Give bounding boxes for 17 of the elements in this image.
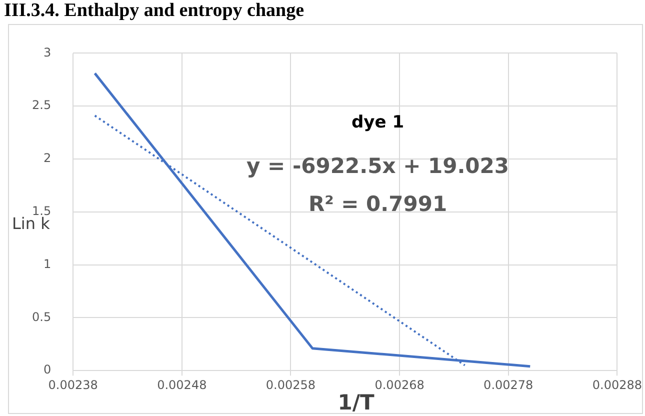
chart-title: III.3.4. Enthalpy and entropy change <box>3 0 306 22</box>
y-tick-label: 2 <box>43 151 52 166</box>
x-tick-label: 0.00248 <box>157 378 207 392</box>
x-axis-title: 1/T <box>338 390 375 414</box>
x-tick-label: 0.00288 <box>592 378 642 392</box>
y-tick-label: 0.5 <box>32 310 52 324</box>
annotation: y = -6922.5x + 19.023 <box>246 154 510 178</box>
x-tick-label: 0.00238 <box>48 378 98 392</box>
y-tick-label: 3 <box>43 45 52 60</box>
annotation: R² = 0.7991 <box>308 192 448 216</box>
annotation: dye 1 <box>352 112 404 132</box>
x-tick-label: 0.00268 <box>374 378 424 392</box>
x-tick-label: 0.00278 <box>484 378 534 392</box>
y-tick-label: 0 <box>43 362 52 377</box>
x-tick-label: 0.00258 <box>266 378 316 392</box>
y-tick-label: 1 <box>43 256 52 271</box>
y-tick-label: 2.5 <box>32 98 52 112</box>
